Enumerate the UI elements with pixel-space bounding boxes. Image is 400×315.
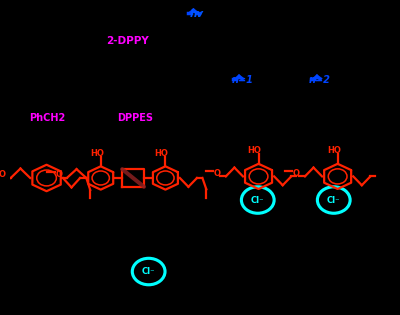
Text: hv: hv <box>190 9 204 19</box>
Text: DPPES: DPPES <box>117 113 153 123</box>
Text: PhCH2: PhCH2 <box>29 113 66 123</box>
Text: Cl⁻: Cl⁻ <box>142 267 156 276</box>
Text: HO: HO <box>154 149 168 158</box>
Text: O: O <box>214 169 221 178</box>
Text: HO: HO <box>327 146 341 155</box>
Text: Cl⁻: Cl⁻ <box>251 196 264 204</box>
Text: n=1: n=1 <box>231 75 253 85</box>
Text: HO: HO <box>90 149 104 158</box>
Text: O: O <box>56 170 62 179</box>
Text: O: O <box>293 169 300 178</box>
Text: HO: HO <box>248 146 262 155</box>
Text: O: O <box>0 170 5 179</box>
Text: n=2: n=2 <box>309 75 331 85</box>
Text: Cl⁻: Cl⁻ <box>327 196 340 204</box>
Text: 2-DPPY: 2-DPPY <box>106 36 148 46</box>
